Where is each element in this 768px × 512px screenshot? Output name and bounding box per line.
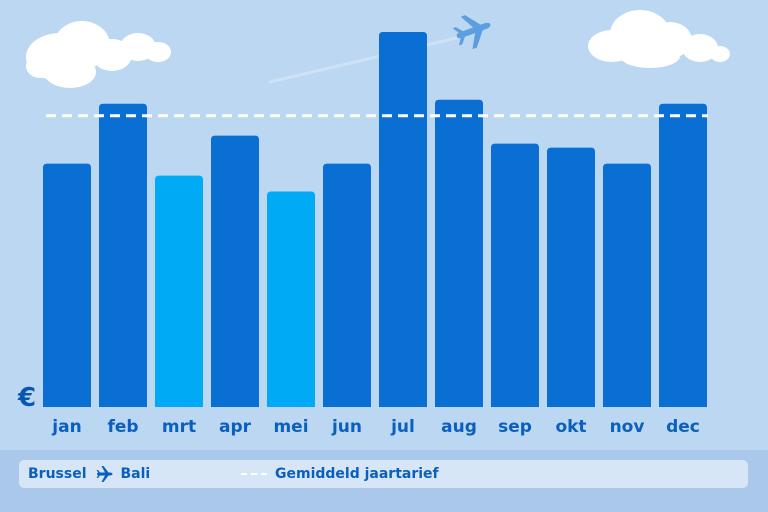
- legend-dash-swatch: [241, 473, 267, 475]
- x-tick-label: jul: [390, 417, 415, 437]
- cloud-icon: [588, 10, 730, 68]
- x-tick-label: apr: [219, 417, 252, 437]
- contrail: [268, 34, 467, 84]
- x-axis: jan feb mrt apr mei jun jul aug sep okt nov dec: [51, 417, 700, 437]
- legend-average: Gemiddeld jaartarief: [241, 466, 439, 482]
- bar-feb: [99, 103, 147, 407]
- x-tick-label: dec: [666, 417, 700, 437]
- bar-dec: [659, 103, 707, 407]
- x-tick-label: mrt: [162, 417, 196, 437]
- bar-okt: [547, 147, 595, 407]
- x-tick-label: aug: [441, 417, 477, 437]
- origin-label: Brussel: [28, 466, 87, 482]
- bar-jan: [43, 163, 91, 407]
- x-tick-label: mei: [273, 417, 308, 437]
- bar-mrt: [155, 175, 203, 407]
- bar-nov: [603, 163, 651, 407]
- bar-aug: [435, 99, 483, 408]
- x-tick-label: jun: [331, 417, 362, 437]
- bar-series: [43, 31, 707, 408]
- route: Brussel Bali: [28, 465, 150, 483]
- bar-jun: [323, 163, 371, 407]
- x-tick-label: okt: [555, 417, 586, 437]
- x-tick-label: sep: [498, 417, 532, 437]
- x-tick-label: nov: [610, 417, 645, 437]
- airplane-icon: [96, 466, 113, 482]
- x-tick-label: feb: [107, 417, 138, 437]
- y-axis-label: €: [17, 383, 36, 413]
- legend: Brussel Bali Gemiddeld jaartarief: [19, 460, 748, 488]
- destination-label: Bali: [120, 466, 151, 482]
- x-tick-label: jan: [51, 417, 81, 437]
- bar-apr: [211, 135, 259, 407]
- bar-jul: [379, 31, 427, 407]
- average-label: Gemiddeld jaartarief: [275, 466, 439, 482]
- bar-sep: [491, 143, 539, 407]
- bar-mei: [267, 191, 315, 407]
- cloud-icon: [26, 21, 171, 88]
- airplane-icon: [452, 15, 491, 50]
